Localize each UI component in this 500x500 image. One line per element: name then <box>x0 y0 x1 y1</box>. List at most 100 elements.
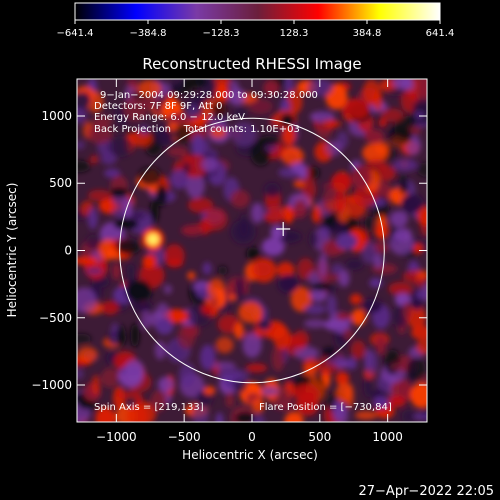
spin-axis-label: Spin Axis = [219,133] <box>94 402 204 413</box>
heatmap-blob <box>77 368 84 380</box>
heatmap-blob <box>185 173 205 199</box>
heatmap-blob <box>155 184 168 207</box>
heatmap-blob <box>345 259 364 270</box>
heatmap-blob <box>150 199 159 223</box>
heatmap-blob <box>277 402 295 411</box>
colorbar-tick-label: 641.4 <box>426 28 455 39</box>
heatmap-blob <box>154 340 166 360</box>
heatmap-blob <box>326 294 337 317</box>
heatmap-blob <box>373 396 390 409</box>
heatmap-blob <box>174 123 191 145</box>
heatmap-blob <box>177 324 196 349</box>
heatmap-blob <box>242 332 262 358</box>
heatmap-blob <box>164 244 185 268</box>
heatmap-blob <box>86 234 102 249</box>
heatmap-blob <box>374 223 388 239</box>
heatmap-blob <box>86 267 103 276</box>
heatmap-blob <box>95 406 116 422</box>
heatmap-blob <box>387 395 406 408</box>
heatmap-blob <box>338 269 350 287</box>
heatmap-blob <box>380 108 404 122</box>
heatmap-blob <box>167 113 193 124</box>
heatmap-blob <box>234 322 244 340</box>
heatmap-blob <box>281 125 296 146</box>
heatmap-blob <box>349 293 363 305</box>
heatmap-blob <box>130 323 140 348</box>
plot-area: −1000 −500 0 500 1000 −1000 −500 0 500 1000 <box>31 78 428 444</box>
heatmap-blob <box>363 374 373 398</box>
heatmap-blob <box>413 412 427 421</box>
info-line-method: Back Projection Total counts: 1.10E+03 <box>94 124 300 135</box>
heatmap-blob <box>411 325 427 340</box>
heatmap-blob <box>163 284 173 294</box>
heatmap-blob <box>376 335 386 356</box>
y-tick-label: 1000 <box>41 109 72 123</box>
heatmap-blob <box>256 319 272 330</box>
heatmap-blob <box>234 277 245 303</box>
heatmap-blob <box>77 346 98 363</box>
heatmap-blob <box>412 99 427 114</box>
heatmap-blob <box>273 325 291 350</box>
heatmap-blob <box>108 136 133 157</box>
heatmap-blob <box>88 189 112 202</box>
heatmap-blob <box>312 207 322 223</box>
heatmap-blob <box>235 411 255 422</box>
heatmap-blob <box>218 265 228 276</box>
heatmap-blob <box>334 189 347 215</box>
heatmap-blob <box>181 224 204 236</box>
heatmap-blob <box>77 287 97 314</box>
heatmap-blob <box>215 412 224 422</box>
bright-source-core <box>146 233 159 246</box>
chart-title: Reconstructed RHESSI Image <box>142 55 361 73</box>
heatmap-blob <box>200 344 216 371</box>
heatmap-blob <box>131 300 153 312</box>
heatmap-blob <box>77 140 85 150</box>
heatmap-blob <box>86 90 104 113</box>
heatmap-blob <box>104 168 121 178</box>
colorbar-tick-label: −641.4 <box>56 28 93 39</box>
x-tick-label: 500 <box>308 430 331 444</box>
heatmap-blob <box>202 262 212 275</box>
heatmap-blob <box>308 231 319 247</box>
heatmap-blob <box>231 122 257 147</box>
flare-position-label: Flare Position = [−730,84] <box>259 402 392 413</box>
heatmap-blob <box>277 274 299 293</box>
heatmap-blob <box>201 304 214 314</box>
heatmap-blob <box>294 346 319 360</box>
heatmap-blob <box>167 146 189 157</box>
heatmap-blob <box>318 252 328 278</box>
colorbar-ticks: −641.4 −384.8 −128.3 128.3 384.8 641.4 <box>56 20 454 39</box>
heatmap-blob <box>276 261 295 278</box>
heatmap-blob <box>373 254 384 269</box>
heatmap-blob <box>126 403 148 422</box>
heatmap-blob <box>139 124 149 135</box>
heatmap-blob <box>304 319 327 329</box>
heatmap-blob <box>117 391 140 400</box>
heatmap-blob <box>77 92 91 109</box>
heatmap-blob <box>363 129 384 143</box>
heatmap-image <box>77 79 427 422</box>
y-axis-label: Heliocentric Y (arcsec) <box>5 183 19 318</box>
heatmap-blob <box>186 104 200 120</box>
heatmap-blob <box>111 262 121 281</box>
heatmap-blob <box>129 130 153 147</box>
heatmap-blob <box>127 280 153 302</box>
heatmap-blob <box>284 411 304 422</box>
heatmap-blob <box>126 79 139 88</box>
heatmap-blob <box>293 179 305 188</box>
heatmap-blob <box>322 346 337 359</box>
heatmap-blob <box>290 286 312 312</box>
heatmap-blob <box>207 278 226 299</box>
heatmap-blob <box>264 211 284 224</box>
heatmap-blob <box>100 368 119 388</box>
heatmap-blob <box>157 376 174 392</box>
heatmap-blob <box>354 410 378 420</box>
heatmap-blob <box>134 394 143 407</box>
y-tick-label: 500 <box>49 176 72 190</box>
heatmap-blob <box>408 126 422 135</box>
flare-marker <box>276 221 291 236</box>
heatmap-blob <box>336 312 351 321</box>
heatmap-blob <box>392 158 418 172</box>
heatmap-blob <box>77 160 91 173</box>
heatmap-blob <box>372 90 383 111</box>
